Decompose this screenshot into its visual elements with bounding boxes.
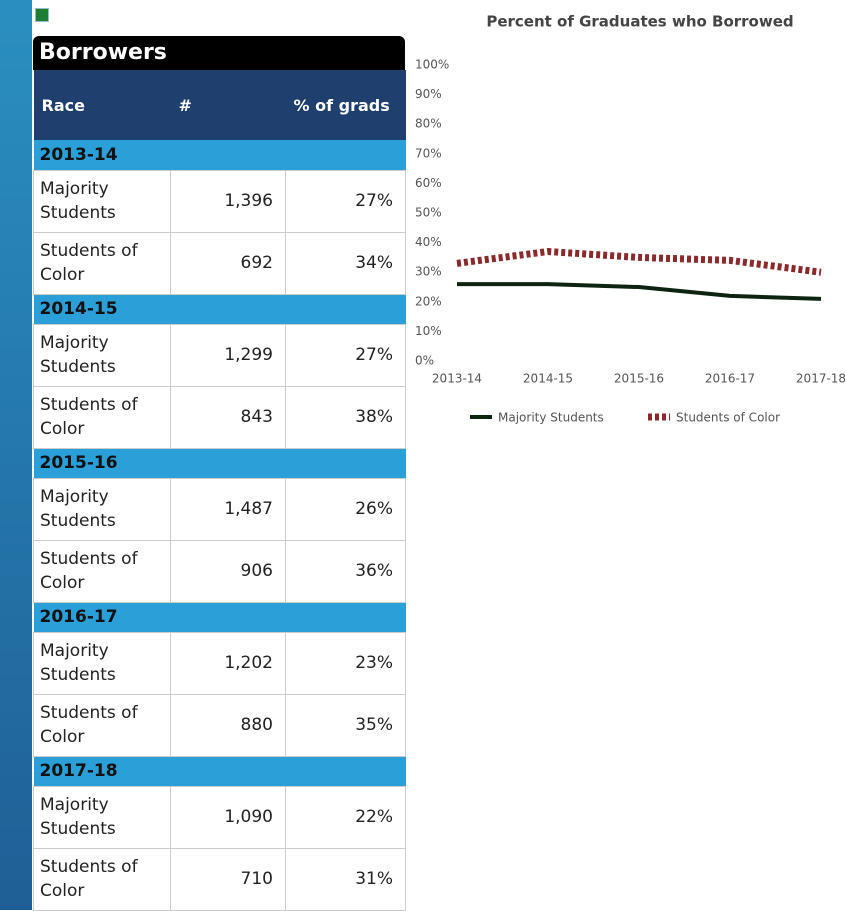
number-cell: 1,487 [170,477,286,541]
group-label: 2015-16 [33,448,406,478]
group-label: 2013-14 [33,140,406,170]
y-tick-label: 100% [415,58,449,72]
data-row: Students of Color 710 31% [33,847,406,911]
group-row: 2014-15 [33,294,406,324]
column-header: Race [33,70,171,140]
column-header: # [170,70,286,140]
chart: Percent of Graduates who Borrowed 0% 10% 2… [415,13,846,425]
race-cell: Students of Color [33,231,171,295]
x-tick-label: 2013-14 [432,372,482,386]
group-row: 2016-17 [33,602,406,632]
series-line [457,282,822,301]
y-tick-label: 60% [415,176,442,190]
y-tick-label: 70% [415,146,442,160]
number-cell: 710 [170,847,286,911]
race-cell: Students of Color [33,539,171,603]
data-row: Students of Color 906 36% [33,539,406,603]
y-tick-label: 30% [415,265,442,279]
number-cell: 34% [285,231,406,295]
number-cell: 1,090 [170,785,286,849]
excel-icon[interactable] [35,8,49,22]
y-tick-label: 20% [415,294,442,308]
race-cell: Majority Students [33,785,171,849]
number-cell: 35% [285,693,406,757]
number-cell: 1,299 [170,323,286,387]
legend-label: Students of Color [676,411,780,425]
y-tick-label: 50% [415,206,442,220]
series-line [456,248,822,276]
group-label: 2017-18 [33,756,406,786]
number-cell: 843 [170,385,286,449]
number-cell: 31% [285,847,406,911]
data-row: Majority Students 1,487 26% [33,477,406,541]
group-row: 2015-16 [33,448,406,478]
race-cell: Majority Students [33,169,171,233]
chart-title: Percent of Graduates who Borrowed [486,13,793,31]
number-cell: 880 [170,693,286,757]
data-row: Students of Color 692 34% [33,231,406,295]
race-cell: Majority Students [33,477,171,541]
y-tick-label: 80% [415,117,442,131]
y-tick-label: 40% [415,235,442,249]
x-tick-label: 2017-18 [796,372,846,386]
group-label: 2016-17 [33,602,406,632]
table-title: Borrowers [33,36,405,70]
number-cell: 38% [285,385,406,449]
y-tick-label: 10% [415,324,442,338]
table: Race #% of grads 2013-14 Majority Students… [33,70,406,911]
data-row: Majority Students 1,202 23% [33,631,406,695]
race-cell: Students of Color [33,847,171,911]
header-row: Race #% of grads [33,70,406,140]
number-cell: 906 [170,539,286,603]
number-cell: 27% [285,323,406,387]
y-tick-label: 0% [415,354,434,368]
race-cell: Majority Students [33,323,171,387]
number-cell: 26% [285,477,406,541]
number-cell: 692 [170,231,286,295]
data-row: Majority Students 1,396 27% [33,169,406,233]
data-row: Students of Color 880 35% [33,693,406,757]
race-cell: Students of Color [33,693,171,757]
y-tick-label: 90% [415,87,442,101]
number-cell: 36% [285,539,406,603]
number-cell: 1,396 [170,169,286,233]
number-cell: 22% [285,785,406,849]
data-row: Majority Students 1,090 22% [33,785,406,849]
group-row: 2013-14 [33,140,406,170]
number-cell: 23% [285,631,406,695]
number-cell: 1,202 [170,631,286,695]
table-body: 2013-14 Majority Students 1,396 27% Students… [33,140,406,911]
background-strip [0,0,32,910]
table-panel: Borrowers Race #% of grads 2013-14 Majorit… [33,36,406,911]
group-label: 2014-15 [33,294,406,324]
group-row: 2017-18 [33,756,406,786]
data-row: Students of Color 843 38% [33,385,406,449]
legend-label: Majority Students [498,411,604,425]
race-cell: Majority Students [33,631,171,695]
number-cell: 27% [285,169,406,233]
x-tick-label: 2014-15 [523,372,573,386]
data-row: Majority Students 1,299 27% [33,323,406,387]
x-tick-label: 2016-17 [705,372,755,386]
x-tick-label: 2015-16 [614,372,664,386]
column-header: % of grads [285,70,406,140]
race-cell: Students of Color [33,385,171,449]
